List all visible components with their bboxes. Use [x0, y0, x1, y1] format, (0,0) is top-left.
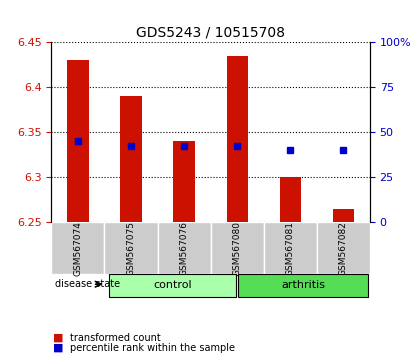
FancyBboxPatch shape — [238, 274, 368, 297]
Bar — [226, 56, 248, 222]
Text: GSM567074: GSM567074 — [74, 221, 83, 276]
Text: transformed count: transformed count — [70, 333, 161, 343]
Bar — [67, 61, 88, 222]
Text: ■: ■ — [53, 343, 64, 353]
Text: disease state: disease state — [55, 279, 120, 289]
FancyBboxPatch shape — [109, 274, 236, 297]
FancyBboxPatch shape — [157, 222, 210, 274]
FancyBboxPatch shape — [317, 222, 370, 274]
Text: GSM567076: GSM567076 — [180, 221, 189, 276]
FancyBboxPatch shape — [104, 222, 157, 274]
Text: GSM567081: GSM567081 — [286, 221, 295, 276]
Bar — [173, 142, 195, 222]
Bar — [279, 177, 301, 222]
FancyBboxPatch shape — [264, 222, 317, 274]
Text: GSM567080: GSM567080 — [233, 221, 242, 276]
Text: arthritis: arthritis — [281, 280, 325, 290]
Text: GSM567082: GSM567082 — [339, 221, 348, 276]
Bar — [333, 209, 354, 222]
Bar — [120, 97, 142, 222]
Title: GDS5243 / 10515708: GDS5243 / 10515708 — [136, 26, 285, 40]
FancyBboxPatch shape — [210, 222, 264, 274]
FancyBboxPatch shape — [51, 222, 104, 274]
Text: GSM567075: GSM567075 — [127, 221, 136, 276]
Text: control: control — [153, 280, 192, 290]
Text: percentile rank within the sample: percentile rank within the sample — [70, 343, 235, 353]
Text: ■: ■ — [53, 333, 64, 343]
